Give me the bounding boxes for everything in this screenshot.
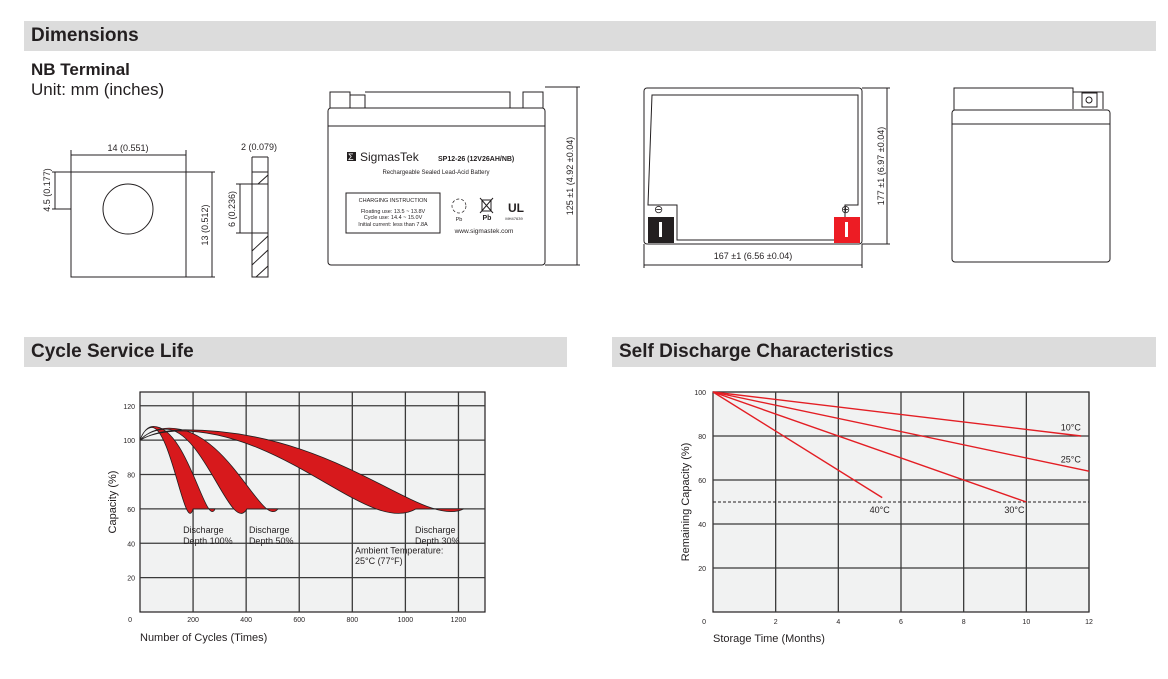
negative-symbol: ⊖ (654, 204, 663, 216)
y-tick-label: 80 (698, 434, 706, 441)
series-label: 25°C (1061, 454, 1082, 464)
cycle-band-3 (139, 429, 464, 514)
y-tick-label: 80 (127, 473, 135, 480)
series-line (712, 391, 1082, 437)
y-tick-label: 100 (694, 390, 706, 397)
x-tick-label: 8 (962, 619, 966, 626)
x-tick-label: 1200 (451, 617, 467, 624)
terminal-offset-label: 4.5 (0.177) (42, 168, 52, 212)
annotation: 25°C (77°F) (355, 556, 403, 566)
series-label: 10°C (1061, 423, 1082, 433)
positive-symbol: ⊕ (841, 204, 850, 216)
battery-front-view (327, 107, 546, 266)
terminal-hole (102, 183, 154, 235)
series-label: Discharge (183, 525, 224, 535)
y-tick-label: 60 (127, 507, 135, 514)
ul-logo-icon: UL (508, 201, 524, 215)
y-tick-label: 40 (127, 541, 135, 548)
section-header-dimensions: Dimensions (24, 21, 1156, 51)
y-axis-label: Capacity (%) (107, 471, 119, 534)
sigma-logo-icon: Σ (348, 152, 354, 162)
terminal-thickness-label: 2 (0.079) (241, 142, 277, 152)
series-label: 40°C (870, 505, 891, 515)
x-tick-label: 400 (240, 617, 252, 624)
x-tick-label: 4 (836, 619, 840, 626)
battery-height-label: 125 ±1 (4.92 ±0.04) (565, 137, 575, 215)
battery-model: SP12-26 (12V26AH/NB) (438, 156, 514, 163)
battery-length-label: 177 ±1 (6.97 ±0.04) (876, 127, 886, 205)
series-label: Discharge (249, 525, 290, 535)
origin-label: 0 (128, 617, 132, 624)
y-tick-label: 100 (123, 438, 135, 445)
self-discharge-chart: 2 4 6 8 10 12 20 40 60 80 100 0 10°C 25°C 30°C 40°C Stor… (680, 390, 1093, 645)
series-line (712, 391, 883, 499)
unit-label: Unit: mm (inches) (31, 80, 165, 99)
recycle-icon (451, 198, 467, 214)
battery-width-label: 167 ±1 (6.56 ±0.04) (714, 251, 792, 261)
battery-side-view (951, 109, 1111, 263)
x-tick-label: 600 (293, 617, 305, 624)
bin-pb-label: Pb (483, 215, 492, 222)
origin-label: 0 (702, 619, 706, 626)
terminal-side-view (251, 171, 269, 278)
battery-top-view (643, 87, 863, 245)
charging-line: Cycle use: 14.4 ~ 15.0V (364, 215, 423, 221)
cycle-life-chart: 200 400 600 800 1000 1200204060801001200Disch… (107, 391, 486, 644)
series-label: 30°C (1004, 505, 1025, 515)
y-tick-label: 20 (698, 566, 706, 573)
section-header-self-discharge: Self Discharge Characteristics (612, 337, 1156, 367)
crossed-bin-icon (479, 197, 494, 214)
x-tick-label: 2 (774, 619, 778, 626)
recycle-pb-label: Pb (456, 217, 463, 223)
charging-line: Initial current: less than 7.8A (358, 222, 428, 228)
cycle-band-1 (139, 425, 216, 514)
y-axis-label: Remaining Capacity (%) (680, 443, 692, 562)
charging-title: CHARGING INSTRUCTION (359, 198, 428, 204)
x-tick-label: 10 (1022, 619, 1030, 626)
y-tick-label: 40 (698, 522, 706, 529)
series-label: Depth 100% (183, 536, 233, 546)
website: www.sigmastek.com (454, 228, 514, 235)
terminal-front-view (70, 171, 187, 278)
series-line (712, 391, 1090, 472)
ul-code: MH47639 (505, 216, 523, 221)
battery-subtitle: Rechargeable Sealed Lead-Acid Battery (382, 170, 489, 176)
x-tick-label: 800 (346, 617, 358, 624)
series-label: Discharge (415, 525, 456, 535)
y-tick-label: 60 (698, 478, 706, 485)
series-label: Depth 50% (249, 536, 294, 546)
cycle-band-2 (139, 427, 279, 514)
x-axis-label: Number of Cycles (Times) (140, 632, 267, 644)
charging-line: Floating use: 13.5 ~ 13.8V (361, 209, 426, 215)
x-tick-label: 6 (899, 619, 903, 626)
x-tick-label: 12 (1085, 619, 1093, 626)
section-header-cycle-life: Cycle Service Life (24, 337, 567, 367)
y-tick-label: 120 (123, 404, 135, 411)
series-label: Depth 30% (415, 536, 460, 546)
terminal-height-label: 13 (0.512) (200, 204, 210, 245)
terminal-width-label: 14 (0.551) (107, 143, 148, 153)
x-tick-label: 200 (187, 617, 199, 624)
terminal-title: NB Terminal (31, 60, 130, 79)
series-line (712, 391, 1027, 503)
y-tick-label: 20 (127, 576, 135, 583)
battery-brand: SigmasTek (360, 150, 420, 164)
x-tick-label: 1000 (398, 617, 414, 624)
dimension-drawings: ⊖ ⊕ 14 (0.551) 4.5 (0.177) 13 (0.512) 2 … (42, 86, 1111, 278)
terminal-hole-label: 6 (0.236) (227, 191, 237, 227)
annotation: Ambient Temperature: (355, 546, 443, 556)
x-axis-label: Storage Time (Months) (713, 633, 825, 645)
